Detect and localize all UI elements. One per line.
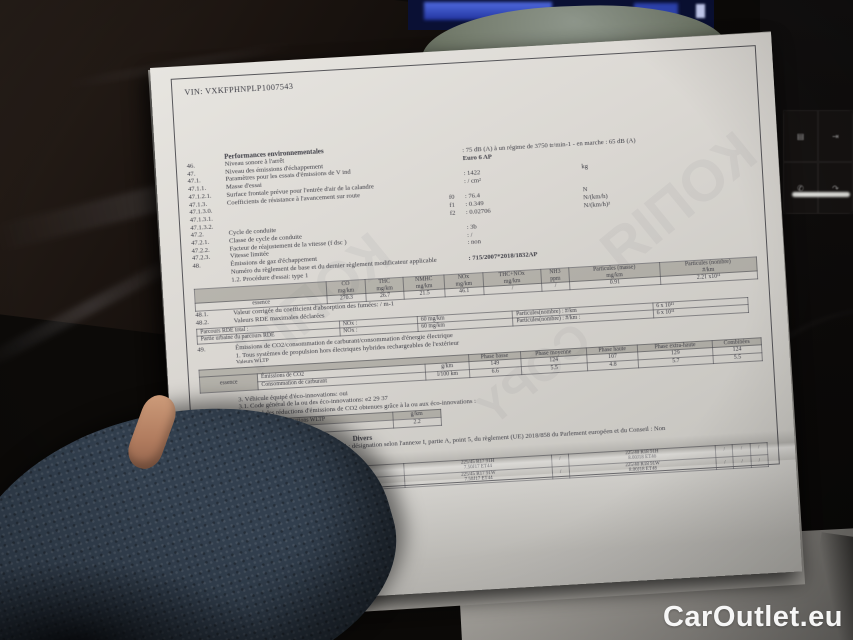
cell: / [715, 444, 734, 458]
steering-phone-icon: ✆ [783, 162, 818, 214]
cell: / [732, 443, 751, 457]
tire-size: / [741, 459, 744, 465]
cell: / [733, 455, 752, 469]
cell: / [551, 453, 569, 467]
cell: / [551, 465, 570, 479]
row-number: 49. [197, 346, 206, 354]
tire-size: / [757, 445, 760, 451]
cell: / [716, 456, 734, 470]
tire-size: / [559, 469, 562, 475]
steering-wheel-controls: ▤ ⇥ ✆ ↷ [783, 110, 853, 214]
reflection-highlight [792, 192, 850, 197]
steering-menu-icon: ▤ [783, 110, 818, 162]
tire-size: / [758, 458, 761, 464]
row-fcoef [453, 263, 469, 272]
tire-size: / [724, 460, 726, 466]
steering-arrow-icon: ↷ [818, 162, 853, 214]
cell: / [749, 442, 768, 456]
seat-shadow [0, 560, 270, 640]
tire-size: / [740, 446, 743, 452]
watermark-logo: CarOutlet.eu [662, 601, 843, 633]
cell: / [750, 454, 769, 468]
tire-size: / [723, 447, 726, 453]
steering-skip-icon: ⇥ [818, 110, 853, 162]
row-number [193, 276, 231, 286]
screen-glow [696, 4, 705, 18]
tire-size: / [559, 457, 561, 463]
